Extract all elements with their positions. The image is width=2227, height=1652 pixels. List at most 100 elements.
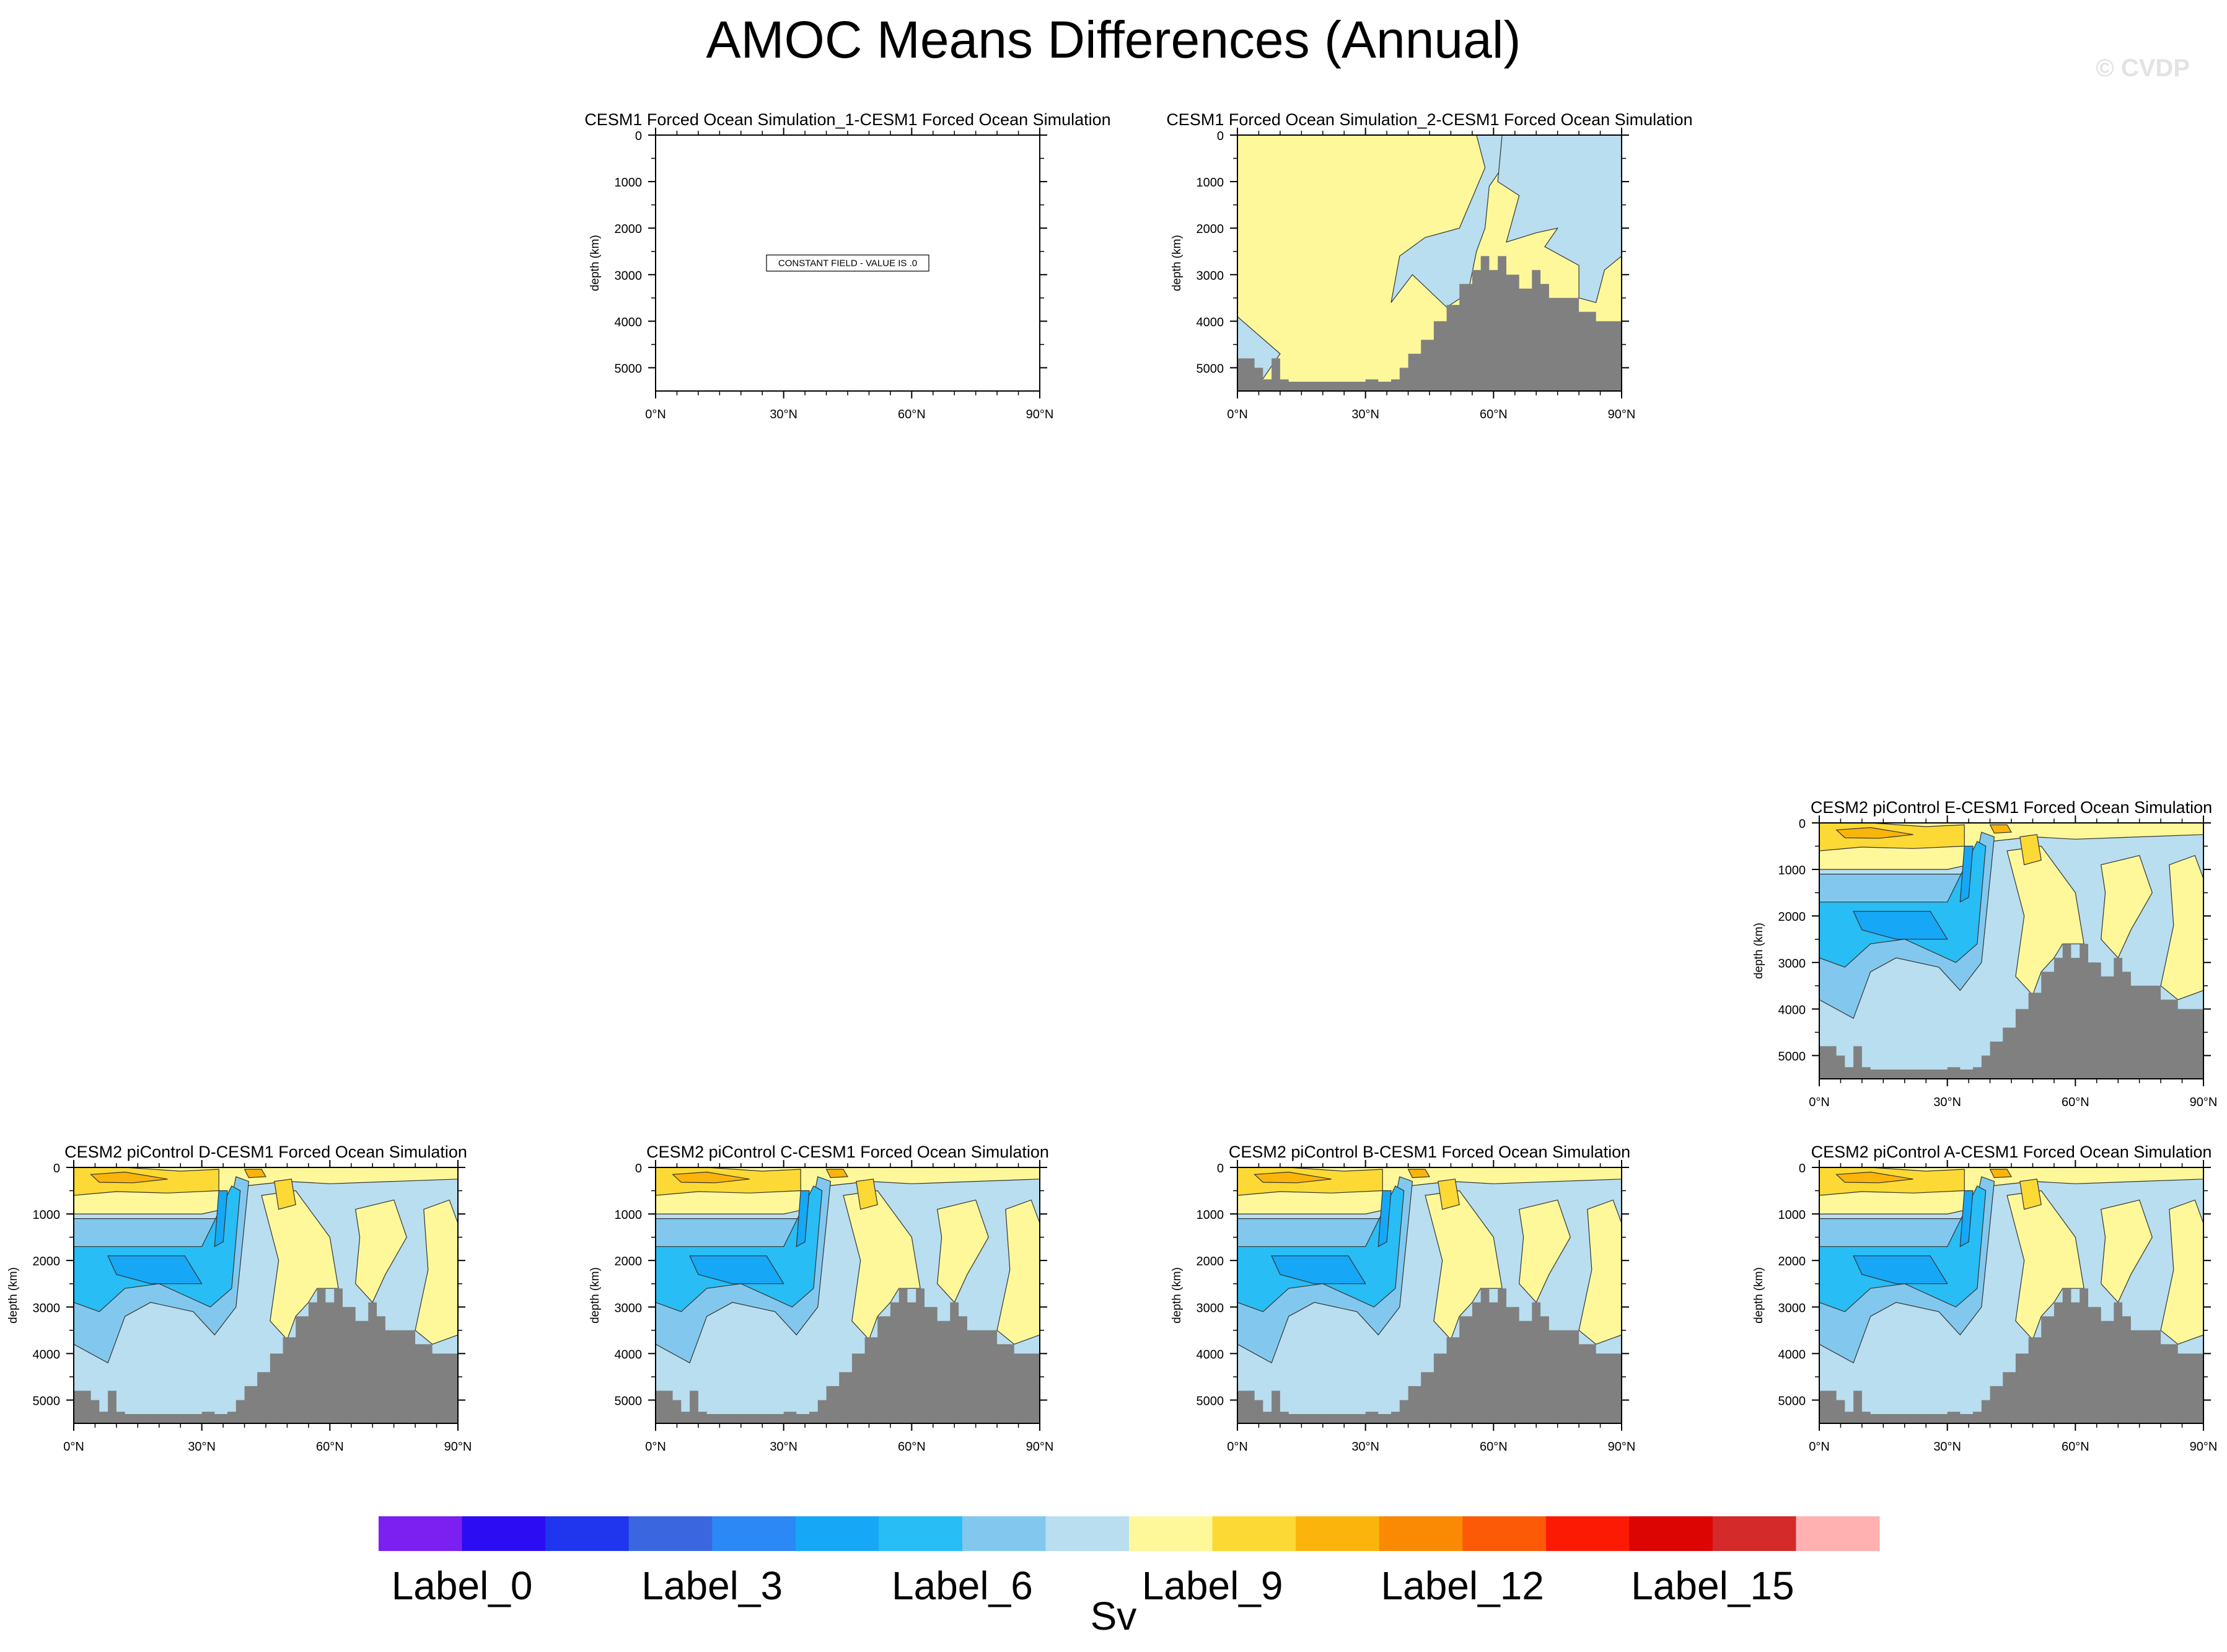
colorbar-label: Label_6 — [892, 1563, 1033, 1608]
x-tick-label: 0°N — [63, 1440, 84, 1454]
colorbar-swatch — [962, 1516, 1046, 1551]
y-axis-label: depth (km) — [1171, 235, 1184, 291]
y-tick-label: 3000 — [1197, 269, 1224, 283]
x-tick-label: 90°N — [444, 1440, 472, 1454]
contour-fill — [1497, 135, 1622, 304]
colorbar-swatch — [1545, 1516, 1630, 1551]
bathymetry-mask — [1819, 1288, 2203, 1423]
y-tick-label: 0 — [1799, 817, 1806, 831]
y-tick-label: 5000 — [33, 1394, 61, 1408]
x-tick-label: 90°N — [1608, 1440, 1636, 1454]
x-tick-label: 60°N — [898, 1440, 926, 1454]
x-tick-label: 60°N — [1480, 1440, 1508, 1454]
colorbar-swatch — [1212, 1516, 1296, 1551]
y-axis-label: depth (km) — [1752, 1267, 1765, 1324]
panel-3: 0 1000 2000 3000 4000 5000 0°N 30°N 60°N 90°N dept… — [1752, 798, 2217, 1109]
panel-plot-area — [1819, 823, 2203, 1079]
panel-7: 0 1000 2000 3000 4000 5000 0°N 30°N 60°N 90°N dept… — [1752, 1143, 2217, 1454]
y-axis-label: depth (km) — [589, 1267, 602, 1324]
contour-fill — [1853, 1255, 1948, 1285]
bathymetry-mask — [656, 1288, 1040, 1423]
panel-title: CESM2 piControl B-CESM1 Forced Ocean Sim… — [1229, 1143, 1630, 1161]
y-tick-label: 2000 — [33, 1255, 61, 1268]
panel-2: 0 1000 2000 3000 4000 5000 0°N 30°N 60°N 90°N dept… — [1166, 110, 1692, 421]
contour-fill — [996, 1199, 1040, 1345]
y-tick-label: 0 — [1217, 1162, 1224, 1175]
colorbar-label: Label_0 — [392, 1563, 533, 1608]
colorbar-swatch — [462, 1516, 546, 1551]
y-tick-label: 5000 — [1778, 1050, 1806, 1063]
panel-plot-area — [1237, 135, 1622, 391]
y-tick-label: 5000 — [1197, 362, 1224, 376]
colorbar-label: Label_15 — [1631, 1563, 1794, 1608]
y-tick-label: 0 — [53, 1162, 60, 1175]
panel-title: CESM1 Forced Ocean Simulation_2-CESM1 Fo… — [1166, 110, 1692, 129]
y-tick-label: 4000 — [1778, 1003, 1806, 1017]
y-tick-label: 2000 — [1197, 1255, 1224, 1268]
y-tick-label: 5000 — [1778, 1394, 1806, 1408]
x-tick-label: 90°N — [2190, 1440, 2218, 1454]
y-tick-label: 1000 — [1197, 176, 1224, 190]
contour-fill — [672, 1171, 750, 1184]
x-tick-label: 60°N — [2062, 1096, 2089, 1109]
y-tick-label: 5000 — [615, 362, 643, 376]
x-tick-label: 60°N — [316, 1440, 344, 1454]
y-tick-label: 1000 — [1778, 1208, 1806, 1222]
contour-fill — [1377, 1190, 1392, 1247]
x-tick-label: 60°N — [1480, 408, 1508, 421]
colorbar-swatch — [879, 1516, 963, 1551]
y-tick-label: 4000 — [615, 1348, 643, 1361]
contour-fill — [1853, 911, 1948, 940]
x-tick-label: 0°N — [645, 408, 666, 421]
bathymetry-mask — [1237, 256, 1622, 391]
contour-fill — [1835, 1171, 1913, 1184]
colorbar-label: Label_9 — [1142, 1563, 1283, 1608]
x-tick-label: 60°N — [2062, 1440, 2089, 1454]
panel-6: 0 1000 2000 3000 4000 5000 0°N 30°N 60°N 90°N dept… — [1171, 1143, 1635, 1454]
contour-fill — [107, 1255, 203, 1285]
contour-fill — [1254, 1171, 1332, 1184]
y-tick-label: 2000 — [1197, 222, 1224, 236]
y-axis-label: depth (km) — [7, 1267, 20, 1324]
panel-title: CESM2 piControl E-CESM1 Forced Ocean Sim… — [1811, 798, 2212, 817]
panel-title: CESM2 piControl C-CESM1 Forced Ocean Sim… — [646, 1143, 1049, 1161]
x-tick-label: 0°N — [645, 1440, 666, 1454]
contour-fill — [1271, 1255, 1366, 1285]
panel-plot-area — [1819, 1167, 2203, 1423]
contour-fill — [1989, 824, 2013, 834]
contour-fill — [856, 1179, 878, 1210]
x-tick-label: 30°N — [1351, 1440, 1379, 1454]
y-tick-label: 2000 — [1778, 1255, 1806, 1268]
x-tick-label: 90°N — [1026, 408, 1054, 421]
y-tick-label: 2000 — [1778, 910, 1806, 924]
contour-fill — [1959, 1190, 1974, 1247]
colorbar-swatch — [712, 1516, 796, 1551]
x-tick-label: 90°N — [2190, 1096, 2218, 1109]
x-tick-label: 30°N — [1933, 1096, 1961, 1109]
y-axis-label: depth (km) — [589, 235, 602, 291]
y-tick-label: 3000 — [1778, 1301, 1806, 1315]
x-tick-label: 90°N — [1026, 1440, 1054, 1454]
y-tick-label: 3000 — [1778, 957, 1806, 970]
x-tick-label: 30°N — [770, 1440, 797, 1454]
contour-fill — [1438, 1179, 1460, 1210]
colorbar-swatch — [1796, 1516, 1880, 1551]
x-tick-label: 90°N — [1608, 408, 1636, 421]
contour-fill — [2160, 855, 2203, 1000]
contour-fill — [244, 1169, 267, 1179]
contour-fill — [214, 1190, 228, 1247]
contour-fill — [689, 1255, 784, 1285]
colorbar-swatch — [545, 1516, 630, 1551]
panel-title: CESM2 piControl A-CESM1 Forced Ocean Sim… — [1811, 1143, 2212, 1161]
constant-field-message: CONSTANT FIELD - VALUE IS .0 — [778, 258, 917, 269]
contour-fill — [796, 1190, 810, 1247]
x-tick-label: 0°N — [1227, 408, 1248, 421]
colorbar-swatch — [1629, 1516, 1713, 1551]
colorbar-swatch — [379, 1516, 463, 1551]
contour-fill — [355, 1199, 407, 1303]
colorbar-label: Label_3 — [641, 1563, 783, 1608]
y-tick-label: 0 — [635, 1162, 642, 1175]
y-tick-label: 0 — [1799, 1162, 1806, 1175]
x-tick-label: 0°N — [1809, 1096, 1830, 1109]
